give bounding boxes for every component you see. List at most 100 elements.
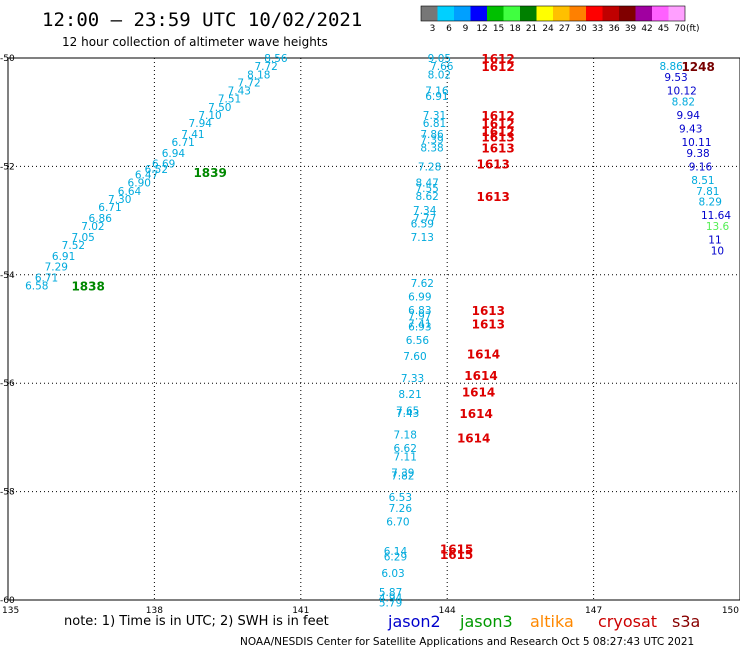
wave-height-label: 6.93 xyxy=(408,321,431,333)
wave-height-label: 4.94 xyxy=(379,592,403,604)
x-tick-label: 135 xyxy=(2,606,19,616)
colorbar-label: 27 xyxy=(559,24,570,34)
chart-subtitle: 12 hour collection of altimeter wave hei… xyxy=(62,35,328,49)
track-time-label: 1613 xyxy=(476,158,509,172)
track-time-label: 1613 xyxy=(472,318,505,332)
colorbar-swatch xyxy=(536,6,553,21)
colorbar-swatch xyxy=(652,6,669,21)
wave-height-label: 6.62 xyxy=(394,443,417,455)
wave-height-label: 7.26 xyxy=(389,503,413,515)
wave-height-label: 7.66 xyxy=(430,61,454,73)
wave-height-label: 7.39 xyxy=(420,134,443,146)
wave-height-label: 8.82 xyxy=(672,96,695,108)
wave-height-label: 8.51 xyxy=(691,175,714,187)
track-time-label: 1614 xyxy=(464,369,497,383)
wave-height-label: 7.72 xyxy=(254,61,277,73)
colorbar-label: 12 xyxy=(476,24,487,34)
wave-height-label: 7.55 xyxy=(415,183,438,195)
track-time-label: 1612 xyxy=(481,60,514,74)
colorbar-swatch xyxy=(520,6,537,21)
wave-height-label: 6.71 xyxy=(98,202,121,214)
wave-height-label: 9.05 xyxy=(428,53,451,65)
colorbar-label: 21 xyxy=(526,24,537,34)
track-time-label: 1614 xyxy=(462,385,495,399)
wave-height-label: 8.56 xyxy=(264,53,288,65)
wave-height-label: 9.38 xyxy=(686,148,709,160)
colorbar-label: 45 xyxy=(658,24,669,34)
wave-height-label: 11 xyxy=(708,235,721,247)
colorbar-swatch xyxy=(437,6,454,21)
wave-height-label: 7.33 xyxy=(401,373,424,385)
plot-frame xyxy=(7,57,740,601)
track-time-label: 1612 xyxy=(481,125,514,139)
wave-height-label: 7.77 xyxy=(413,213,436,225)
wave-height-label: 6.70 xyxy=(386,516,409,528)
colorbar-unit: (ft) xyxy=(686,24,700,34)
wave-height-label: 6.71 xyxy=(35,273,58,285)
wave-height-label: 7.41 xyxy=(408,319,431,331)
colorbar-border xyxy=(420,5,686,22)
colorbar-label: 24 xyxy=(542,24,554,34)
colorbar-swatch xyxy=(569,6,586,21)
colorbar-swatch xyxy=(586,6,603,21)
track-time-label: 1838 xyxy=(71,280,104,294)
y-tick-label: -54 xyxy=(0,271,15,281)
track-time-label: 1613 xyxy=(476,190,509,204)
wave-height-label: 7.82 xyxy=(391,470,414,482)
colorbar-label: 33 xyxy=(592,24,603,34)
colorbar-swatch xyxy=(553,6,570,21)
wave-height-label: 7.10 xyxy=(198,110,221,122)
colorbar-label: 39 xyxy=(625,24,637,34)
wave-height-label: 7.50 xyxy=(208,102,231,114)
y-tick-label: -60 xyxy=(0,596,15,606)
legend-entry-jason2: jason2 xyxy=(387,612,441,631)
x-tick-label: 147 xyxy=(585,606,602,616)
wave-height-label: 6.52 xyxy=(145,164,168,176)
track-time-label: 1613 xyxy=(472,304,505,318)
colorbar-swatch xyxy=(421,6,438,21)
wave-height-label: 7.13 xyxy=(411,232,434,244)
wave-height-label: 7.28 xyxy=(418,161,441,173)
wave-height-label: 6.53 xyxy=(389,492,412,504)
colorbar-swatch xyxy=(619,6,636,21)
wave-height-label: 7.94 xyxy=(189,118,213,130)
colorbar-swatch xyxy=(470,6,487,21)
wave-height-label: 7.30 xyxy=(108,194,131,206)
wave-height-label: 7.65 xyxy=(396,405,419,417)
y-tick-label: -58 xyxy=(0,488,15,498)
colorbar-label: 3 xyxy=(430,24,436,34)
wave-height-label: 13.6 xyxy=(706,221,730,233)
colorbar-label: 15 xyxy=(493,24,504,34)
track-time-label: 1614 xyxy=(467,347,500,361)
wave-height-label: 8.47 xyxy=(415,178,438,190)
wave-height-label: 6.29 xyxy=(384,552,407,564)
track-time-label: 1613 xyxy=(481,141,514,155)
wave-height-label: 8.38 xyxy=(420,142,443,154)
colorbar-label: 9 xyxy=(463,24,469,34)
wave-height-label: 10.11 xyxy=(681,137,711,149)
wave-height-label: 6.90 xyxy=(128,178,151,190)
legend-entry-altika: altika xyxy=(530,612,574,631)
wave-height-label: 9.16 xyxy=(689,161,713,173)
axis-ticks: 135 138 141 144 147 150 -50 -52 -54 -56 -58 -60 xyxy=(0,54,739,616)
wave-height-label: 10 xyxy=(711,245,724,257)
track-time-label: 1613 xyxy=(481,131,514,145)
track-time-label: 1612 xyxy=(481,52,514,66)
track-time-label: 1612 xyxy=(481,109,514,123)
wave-height-label: 7.60 xyxy=(403,351,426,363)
wave-height-label: 6.64 xyxy=(118,186,142,198)
wave-height-label: 7.62 xyxy=(411,278,434,290)
wave-height-label: 10.12 xyxy=(667,86,697,98)
colorbar-swatch xyxy=(454,6,471,21)
wave-height-label: 6.86 xyxy=(89,213,113,225)
track-time-label: 1614 xyxy=(457,431,490,445)
data-marks: 6.586.717.296.917.527.057.026.866.717.30… xyxy=(25,52,731,610)
wave-height-label: 7.41 xyxy=(181,129,204,141)
wave-height-label: 8.21 xyxy=(398,389,421,401)
wave-height-label: 6.14 xyxy=(384,546,408,558)
x-tick-label: 141 xyxy=(292,606,309,616)
legend-entry-cryosat: cryosat xyxy=(598,612,657,631)
track-time-label: 1615 xyxy=(440,543,473,557)
track-time-label: 1612 xyxy=(481,117,514,131)
